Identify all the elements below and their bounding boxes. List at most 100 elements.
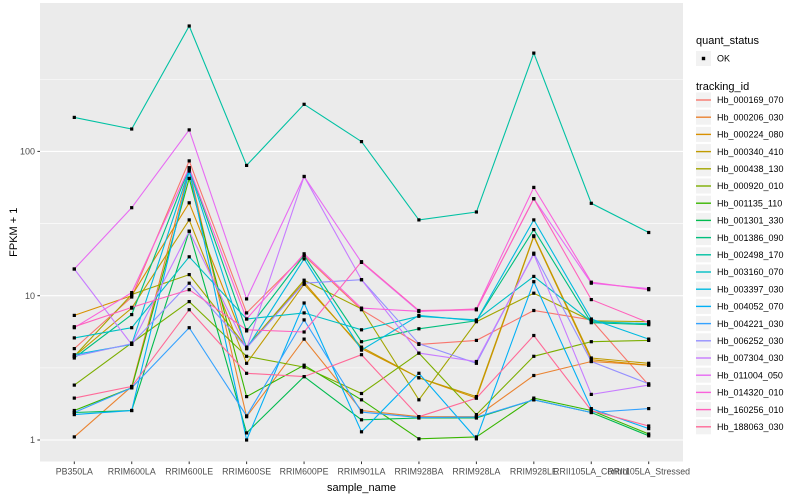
- data-point: [245, 371, 249, 375]
- legend-label-Hb_004052_070: Hb_004052_070: [717, 302, 784, 312]
- data-point: [187, 326, 191, 330]
- data-point: [187, 218, 191, 222]
- data-point: [532, 274, 536, 278]
- data-point: [532, 234, 536, 238]
- data-point: [359, 340, 364, 344]
- x-tick-label: RRIM928LA: [452, 467, 500, 477]
- data-point: [187, 229, 191, 233]
- data-point: [417, 415, 421, 419]
- data-point: [417, 437, 421, 441]
- data-point: [474, 210, 478, 214]
- data-point: [130, 291, 134, 295]
- data-point: [302, 257, 306, 261]
- data-point: [245, 361, 249, 365]
- data-point: [245, 347, 249, 351]
- data-point: [359, 140, 364, 144]
- ok-point-marker: [701, 56, 706, 61]
- data-point: [417, 313, 421, 317]
- data-point: [72, 115, 76, 119]
- data-point: [302, 311, 306, 315]
- legend-label-Hb_002498_170: Hb_002498_170: [717, 250, 784, 260]
- data-point: [647, 321, 651, 325]
- data-point: [72, 356, 76, 360]
- data-point: [647, 424, 651, 428]
- data-point: [359, 391, 364, 396]
- legend-label-Hb_001386_090: Hb_001386_090: [717, 233, 784, 243]
- data-point: [647, 383, 651, 387]
- data-point: [245, 354, 249, 358]
- data-point: [130, 342, 134, 346]
- data-point: [532, 354, 536, 358]
- x-tick-label: RRIM928LE: [510, 467, 558, 477]
- data-point: [359, 345, 364, 349]
- data-point: [130, 206, 134, 210]
- legend-label-Hb_004221_030: Hb_004221_030: [717, 319, 784, 329]
- legend-label-Hb_160256_010: Hb_160256_010: [717, 405, 784, 415]
- data-point: [417, 327, 421, 331]
- data-point: [532, 396, 536, 400]
- gridlines: [40, 78, 683, 441]
- x-tick-label: RRIM901LA: [338, 467, 386, 477]
- data-point: [245, 414, 249, 418]
- data-point: [302, 330, 306, 334]
- axes: 1 10 100 PB350LA RRIM600LA RRIM600LE RRIM600SE…: [8, 147, 690, 494]
- data-point: [302, 278, 306, 282]
- data-point: [72, 383, 76, 387]
- data-point: [302, 174, 306, 179]
- y-tick-label: 10: [25, 291, 35, 301]
- data-point: [130, 292, 134, 297]
- data-point: [474, 361, 478, 365]
- data-point: [589, 340, 593, 344]
- data-point: [187, 273, 191, 277]
- data-point: [474, 396, 478, 400]
- data-point: [532, 280, 536, 284]
- data-point: [647, 427, 651, 431]
- data-point: [647, 434, 651, 438]
- data-point: [417, 351, 421, 355]
- data-point: [359, 328, 364, 332]
- data-point: [532, 218, 536, 222]
- data-point: [187, 288, 191, 292]
- data-point: [302, 365, 306, 369]
- data-point: [532, 308, 536, 313]
- data-point: [359, 398, 364, 402]
- data-point: [72, 336, 76, 340]
- data-point: [302, 318, 306, 322]
- data-point: [589, 317, 593, 321]
- data-point: [245, 328, 249, 332]
- data-point: [187, 176, 191, 180]
- data-point: [187, 159, 191, 163]
- data-point: [187, 300, 191, 304]
- data-point: [187, 166, 191, 170]
- data-point: [417, 308, 421, 313]
- x-tick-label: RRIM600LA: [108, 467, 156, 477]
- data-point: [187, 308, 191, 312]
- data-point: [589, 298, 593, 302]
- data-point: [130, 408, 134, 413]
- data-point: [187, 255, 191, 259]
- data-point: [589, 358, 593, 362]
- data-point: [302, 252, 306, 256]
- legend-label-Hb_000206_030: Hb_000206_030: [717, 112, 784, 122]
- legend-label-Hb_006252_030: Hb_006252_030: [717, 336, 784, 346]
- data-point: [532, 291, 536, 295]
- series-points: [72, 24, 651, 442]
- data-point: [359, 353, 364, 357]
- legend-label-Hb_001135_110: Hb_001135_110: [717, 198, 782, 208]
- data-point: [130, 326, 134, 330]
- x-tick-label: RRII105LA_Control: [553, 467, 629, 477]
- data-point: [245, 431, 249, 435]
- data-point: [532, 228, 536, 232]
- data-point: [130, 384, 134, 389]
- data-point: [245, 163, 249, 167]
- data-point: [72, 325, 76, 329]
- data-point: [474, 413, 478, 417]
- data-point: [130, 313, 134, 317]
- data-point: [245, 297, 249, 301]
- data-point: [417, 398, 421, 402]
- data-point: [474, 319, 478, 323]
- legend: quant_status OK tracking_id Hb_000169_070 Hb…: [696, 35, 784, 435]
- data-point: [72, 354, 76, 358]
- data-point: [359, 430, 364, 434]
